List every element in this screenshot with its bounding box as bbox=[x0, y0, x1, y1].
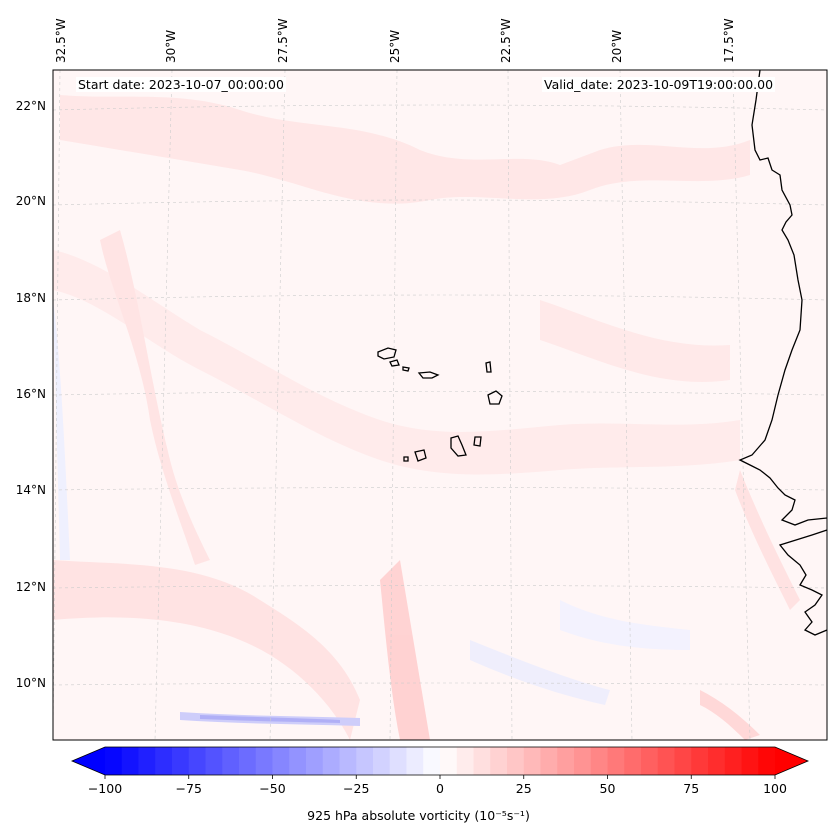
island-santo-antao bbox=[377, 347, 397, 360]
colorbar-tick-label: −50 bbox=[259, 781, 286, 796]
colorbar-segment bbox=[222, 747, 240, 775]
island-sao-vicente bbox=[389, 359, 400, 367]
island-maio bbox=[473, 436, 482, 447]
colorbar-segment bbox=[641, 747, 659, 775]
colorbar-segment bbox=[423, 747, 441, 775]
colorbar-segment bbox=[507, 747, 525, 775]
lat-label-14n: 14°N bbox=[15, 483, 46, 497]
colorbar-segment bbox=[356, 747, 374, 775]
colorbar-segment bbox=[188, 747, 207, 775]
african-coastline bbox=[738, 69, 828, 636]
colorbar-segment bbox=[239, 747, 257, 775]
map-frame bbox=[52, 69, 828, 741]
colorbar-segment bbox=[406, 747, 424, 775]
colorbar-segment bbox=[624, 747, 642, 775]
colorbar-segment bbox=[389, 747, 408, 775]
colorbar-segment bbox=[758, 747, 776, 775]
colorbar-segment bbox=[557, 747, 575, 775]
island-boa-vista bbox=[487, 390, 503, 405]
vorticity-patches bbox=[53, 95, 800, 740]
colorbar-segment bbox=[456, 747, 475, 775]
lat-label-10n: 10°N bbox=[15, 676, 46, 690]
lat-label-18n: 18°N bbox=[15, 291, 46, 305]
island-sal bbox=[485, 361, 492, 373]
colorbar-segment bbox=[574, 747, 592, 775]
colorbar-segment bbox=[172, 747, 190, 775]
island-brava bbox=[403, 456, 409, 462]
colorbar-tick-label: 50 bbox=[599, 781, 616, 796]
colorbar-segment bbox=[339, 747, 357, 775]
colorbar-segments bbox=[72, 747, 808, 775]
lat-label-20n: 20°N bbox=[15, 194, 46, 208]
colorbar-segment bbox=[473, 747, 491, 775]
colorbar-segment bbox=[674, 747, 692, 775]
colorbar-title: 925 hPa absolute vorticity (10⁻⁵s⁻¹) bbox=[307, 808, 530, 823]
lat-label-22n: 22°N bbox=[15, 99, 46, 113]
colorbar-segment bbox=[289, 747, 307, 775]
colorbar-segment bbox=[691, 747, 709, 775]
island-santiago bbox=[450, 435, 467, 457]
colorbar-tick-label: 25 bbox=[515, 781, 532, 796]
colorbar-extend-max bbox=[775, 747, 808, 775]
start-date-label: Start date: 2023-10-07_00:00:00 bbox=[76, 77, 286, 92]
colorbar-tick-label: −100 bbox=[87, 781, 123, 796]
cape-verde-islands bbox=[377, 347, 503, 462]
colorbar-tick-label: 75 bbox=[683, 781, 700, 796]
colorbar-segment bbox=[523, 747, 542, 775]
colorbar-segment bbox=[105, 747, 123, 775]
colorbar-tick-label: 100 bbox=[763, 781, 787, 796]
colorbar-tick-label: −75 bbox=[175, 781, 202, 796]
lat-label-12n: 12°N bbox=[15, 580, 46, 594]
island-sao-nicolau bbox=[417, 371, 440, 379]
colorbar-tick-label: −25 bbox=[343, 781, 370, 796]
colorbar-ticks bbox=[104, 775, 776, 779]
colorbar-segment bbox=[155, 747, 173, 775]
colorbar-tick-label: 0 bbox=[436, 781, 444, 796]
colorbar-extend-min bbox=[72, 747, 105, 775]
colorbar-segment bbox=[373, 747, 391, 775]
colorbar-segment bbox=[440, 747, 458, 775]
graticule bbox=[52, 69, 828, 741]
colorbar-segment bbox=[741, 747, 759, 775]
lat-label-16n: 16°N bbox=[15, 387, 46, 401]
island-santa-luzia bbox=[402, 366, 410, 372]
island-fogo bbox=[414, 449, 427, 462]
colorbar-segment bbox=[657, 747, 676, 775]
colorbar-segment bbox=[205, 747, 223, 775]
colorbar-segment bbox=[306, 747, 324, 775]
colorbar-segment bbox=[590, 747, 609, 775]
colorbar-segment bbox=[607, 747, 625, 775]
colorbar-segment bbox=[255, 747, 274, 775]
colorbar-segment bbox=[138, 747, 156, 775]
colorbar-segment bbox=[272, 747, 290, 775]
valid-date-label: Valid_date: 2023-10-09T19:00:00.00 bbox=[542, 77, 776, 92]
colorbar-segment bbox=[540, 747, 558, 775]
colorbar-segment bbox=[121, 747, 140, 775]
colorbar-segment bbox=[708, 747, 726, 775]
colorbar-segment bbox=[490, 747, 508, 775]
colorbar-segment bbox=[322, 747, 341, 775]
colorbar-segment bbox=[724, 747, 743, 775]
